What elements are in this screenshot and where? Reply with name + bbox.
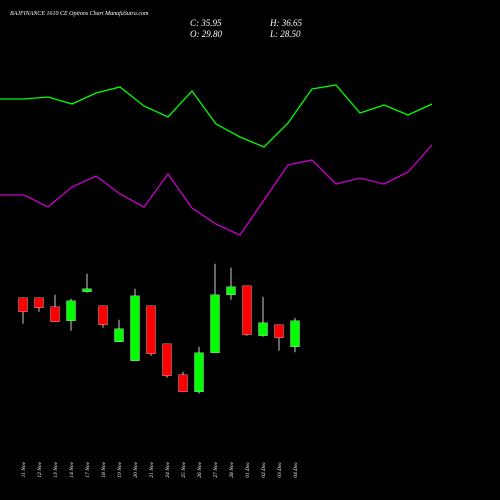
- candle-body: [178, 374, 188, 392]
- chart-title: BAJFINANCE 1610 CE Options Chart ManafaS…: [10, 10, 149, 17]
- x-tick-label: 24 Nov: [164, 461, 171, 477]
- indicator-line: [0, 84, 433, 148]
- x-tick-label: 18 Nov: [101, 461, 107, 477]
- candle-body: [130, 295, 140, 361]
- x-tick-label: 19 Nov: [117, 461, 123, 477]
- candle-body: [34, 297, 44, 308]
- x-tick-label: 11 Nov: [21, 461, 27, 477]
- x-tick-label: 26 Nov: [197, 461, 203, 477]
- x-tick-label: 03 Dec: [277, 461, 283, 477]
- candle-body: [114, 328, 124, 342]
- close-label: C: 35.95: [190, 18, 222, 28]
- candle-body: [66, 300, 76, 321]
- high-label: H: 36.65: [269, 18, 302, 28]
- open-label: O: 29.80: [190, 29, 222, 39]
- candle-body: [82, 288, 92, 292]
- candle-body: [242, 285, 252, 335]
- candle-body: [194, 352, 204, 392]
- x-tick-label: 27 Nov: [213, 461, 219, 477]
- x-tick-label: 12 Nov: [37, 461, 43, 477]
- x-tick-label: 01 Dec: [245, 461, 251, 477]
- low-label: L: 28.50: [269, 29, 301, 39]
- candle-body: [162, 343, 172, 376]
- x-tick-label: 17 Nov: [85, 461, 91, 477]
- candle-body: [258, 322, 268, 336]
- candle-body: [50, 306, 60, 322]
- x-tick-label: 04 Dec: [292, 461, 299, 477]
- x-tick-label: 20 Nov: [133, 461, 139, 477]
- candle-body: [146, 305, 156, 354]
- x-tick-label: 14 Nov: [68, 461, 75, 477]
- candle-body: [226, 286, 236, 295]
- x-tick-label: 21 Nov: [149, 461, 155, 477]
- x-tick-label: 02 Dec: [261, 461, 267, 477]
- candle-body: [18, 297, 28, 312]
- indicator-line: [0, 144, 433, 236]
- candle-body: [98, 305, 108, 325]
- x-tick-label: 25 Nov: [181, 461, 187, 477]
- x-tick-label: 28 Nov: [229, 461, 235, 477]
- candle-body: [290, 320, 300, 347]
- x-tick-label: 13 Nov: [53, 461, 59, 477]
- candle-body: [210, 294, 220, 353]
- candle-body: [274, 324, 284, 338]
